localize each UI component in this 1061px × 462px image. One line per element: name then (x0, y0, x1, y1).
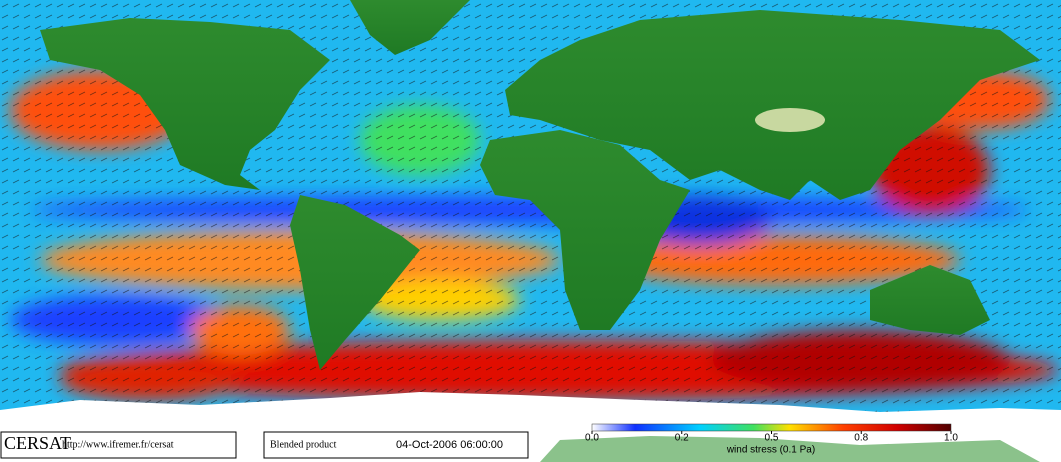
eurasia (505, 10, 1040, 200)
colorbar-label: wind stress (0.1 Pa) (726, 445, 815, 456)
colorbar-tick-label: 1.0 (944, 433, 958, 444)
product: Blended product (270, 439, 337, 450)
colorbar-tick-label: 0.5 (765, 433, 779, 444)
product-box (263, 431, 529, 459)
logo-box (0, 431, 237, 459)
africa (480, 130, 690, 330)
antarctica (0, 392, 1061, 430)
north-america (40, 18, 330, 190)
greenland (350, 0, 470, 55)
datetime: 04-Oct-2006 06:00:00 (396, 439, 503, 451)
colorbar-tick-label: 0.0 (585, 433, 599, 444)
url: http://www.ifremer.fr/cersat (62, 439, 174, 450)
tibet (755, 108, 825, 132)
land (40, 0, 1040, 370)
colorbar-tick-label: 0.2 (675, 433, 689, 444)
logo: CERSAT (4, 433, 71, 453)
colorbar-tick-label: 0.8 (854, 433, 868, 444)
colorbar (591, 423, 952, 432)
south-america (290, 195, 420, 370)
australia (870, 265, 990, 335)
antarctica-relief (540, 436, 1040, 462)
